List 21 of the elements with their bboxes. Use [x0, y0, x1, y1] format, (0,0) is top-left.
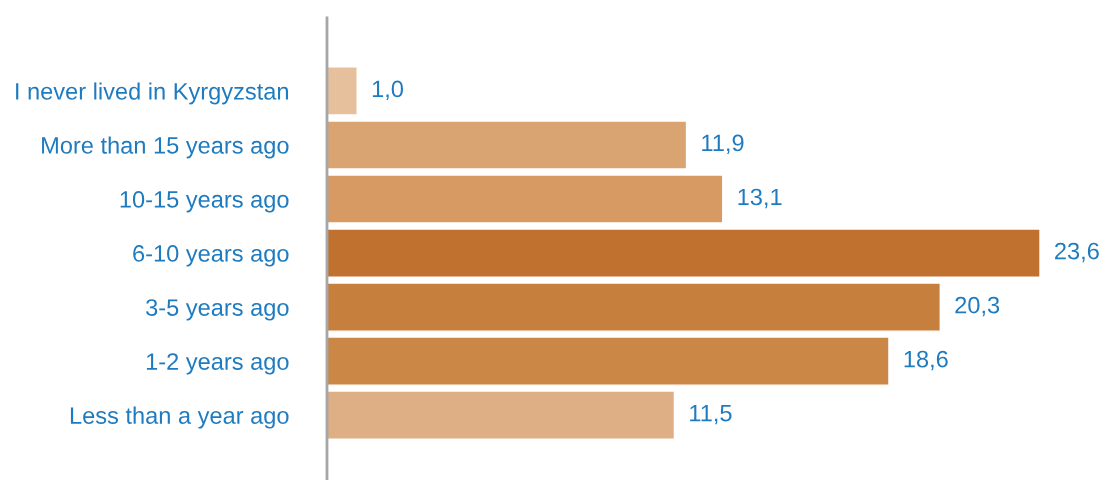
bar: [327, 66, 358, 116]
bar: [327, 390, 676, 440]
y-tick-label: I never lived in Kyrgyzstan: [16, 82, 288, 105]
data-label: 18,6: [904, 350, 948, 371]
bar: [327, 120, 688, 170]
data-label: 23,6: [1055, 242, 1099, 263]
bar: [327, 228, 1040, 278]
bar: [327, 336, 890, 386]
data-label: 1,0: [372, 80, 403, 101]
y-tick-label: 10-15 years ago: [120, 191, 289, 213]
y-tick-label: Less than a year ago: [70, 406, 289, 429]
y-tick-label: 1-2 years ago: [146, 353, 289, 375]
y-tick-label: 6-10 years ago: [133, 245, 289, 267]
bar: [327, 174, 724, 224]
y-tick-label: 3-5 years ago: [146, 299, 289, 321]
data-label: 20,3: [955, 296, 1000, 317]
y-tick-label: More than 15 years ago: [42, 136, 289, 159]
data-label: 13,1: [738, 188, 782, 209]
data-label: 11,5: [690, 405, 732, 425]
bar: [327, 282, 941, 332]
data-label: 11,9: [702, 134, 744, 155]
